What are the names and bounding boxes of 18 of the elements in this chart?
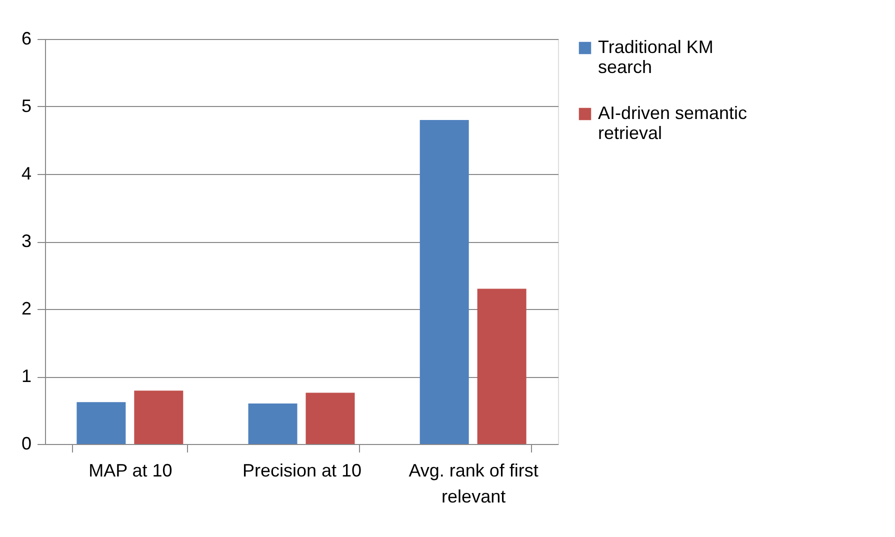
legend-label: AI-driven semantic retrieval — [598, 103, 748, 143]
bar — [134, 390, 184, 444]
bar — [76, 402, 126, 444]
y-tick-label: 3 — [21, 231, 32, 251]
y-tick-label: 4 — [21, 164, 32, 184]
legend-label: Traditional KM search — [598, 37, 714, 77]
x-tick-label: MAP at 10 — [88, 460, 172, 480]
bar — [306, 392, 355, 444]
y-tick-label: 2 — [21, 298, 32, 318]
y-tick-label: 5 — [21, 96, 32, 116]
y-tick-label: 6 — [21, 28, 32, 48]
x-tick-label: Avg. rank of first relevant — [408, 460, 538, 506]
bar — [477, 288, 526, 444]
y-tick-label: 0 — [21, 434, 32, 454]
x-tick-label: Precision at 10 — [242, 460, 362, 480]
bar — [420, 120, 469, 444]
y-tick-label: 1 — [21, 366, 32, 386]
bar — [248, 404, 298, 444]
